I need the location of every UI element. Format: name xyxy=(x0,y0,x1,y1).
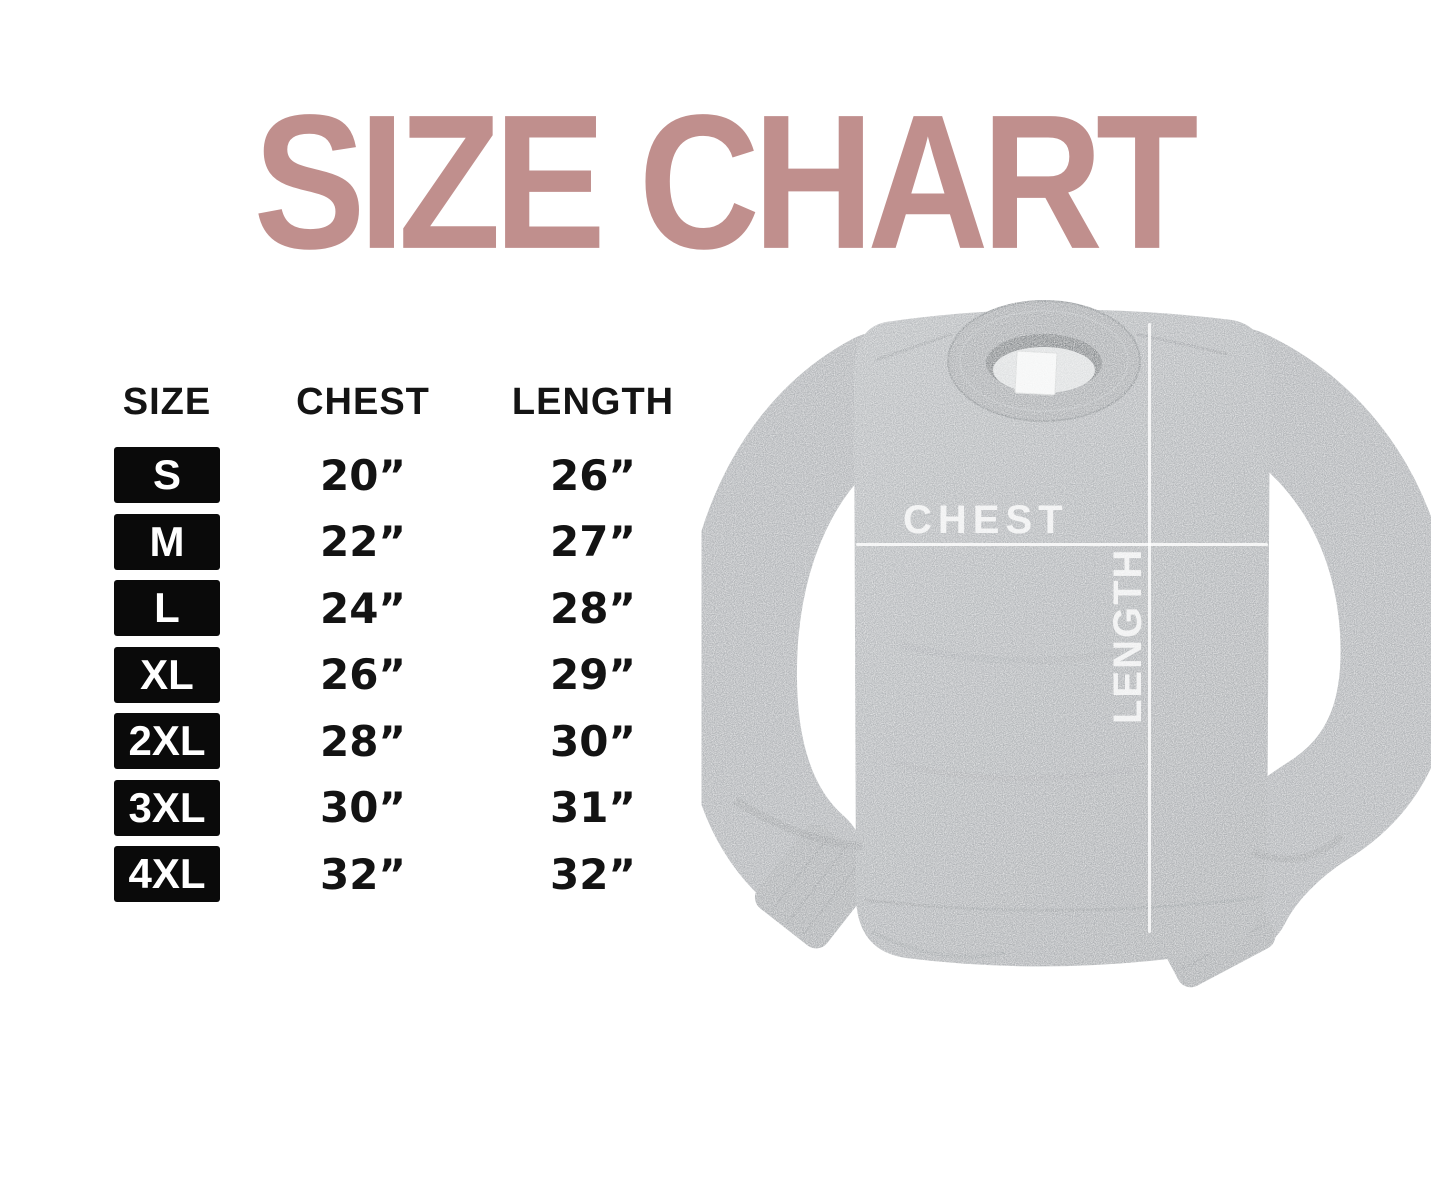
table-row: XL 26” 29” xyxy=(100,646,694,703)
length-value: 26” xyxy=(549,450,637,500)
size-badge: L xyxy=(114,580,220,636)
table-row: M 22” 27” xyxy=(100,513,694,570)
page-title: SIZE CHART xyxy=(253,74,1199,289)
table-row: L 24” 28” xyxy=(100,580,694,636)
size-table-header: SIZE CHEST LENGTH xyxy=(100,381,694,424)
length-value: 27” xyxy=(549,517,637,566)
chest-value: 22” xyxy=(319,517,407,566)
chest-value: 20” xyxy=(319,450,407,500)
chest-value: 26” xyxy=(319,650,407,699)
chest-value: 30” xyxy=(319,783,407,832)
length-value: 29” xyxy=(549,650,637,699)
header-size: SIZE xyxy=(122,381,212,423)
length-measure-line xyxy=(1148,323,1151,933)
chest-measure-label: CHEST xyxy=(903,498,1069,542)
chest-value: 32” xyxy=(319,849,407,899)
length-measure-label: LENGTH xyxy=(1106,547,1150,724)
table-row: 2XL 28” 30” xyxy=(100,713,694,769)
sweatshirt-body xyxy=(854,309,1270,967)
length-value: 32” xyxy=(549,849,637,899)
chest-value: 24” xyxy=(319,583,407,633)
size-badge: XL xyxy=(114,646,220,703)
size-badge: 2XL xyxy=(114,713,220,769)
size-table: S 20” 26” M 22” 27” L 24” 28” XL 26” 29”… xyxy=(100,447,694,902)
table-row: S 20” 26” xyxy=(100,447,694,503)
neck-tag xyxy=(1014,350,1058,396)
length-value: 31” xyxy=(549,783,637,832)
header-length: LENGTH xyxy=(511,381,675,423)
sweatshirt-garment xyxy=(680,300,1445,988)
size-badge: 4XL xyxy=(114,846,220,902)
collar xyxy=(947,300,1141,422)
left-cuff xyxy=(754,823,878,949)
table-row: 3XL 30” 31” xyxy=(100,779,694,836)
chest-measure-line xyxy=(856,543,1268,546)
size-badge: S xyxy=(114,447,220,503)
length-value: 28” xyxy=(549,583,637,633)
size-badge: 3XL xyxy=(114,779,220,836)
table-row: 4XL 32” 32” xyxy=(100,846,694,902)
length-value: 30” xyxy=(549,716,637,766)
header-chest: CHEST xyxy=(296,381,430,423)
size-badge: M xyxy=(114,513,220,570)
chest-value: 28” xyxy=(319,716,407,766)
